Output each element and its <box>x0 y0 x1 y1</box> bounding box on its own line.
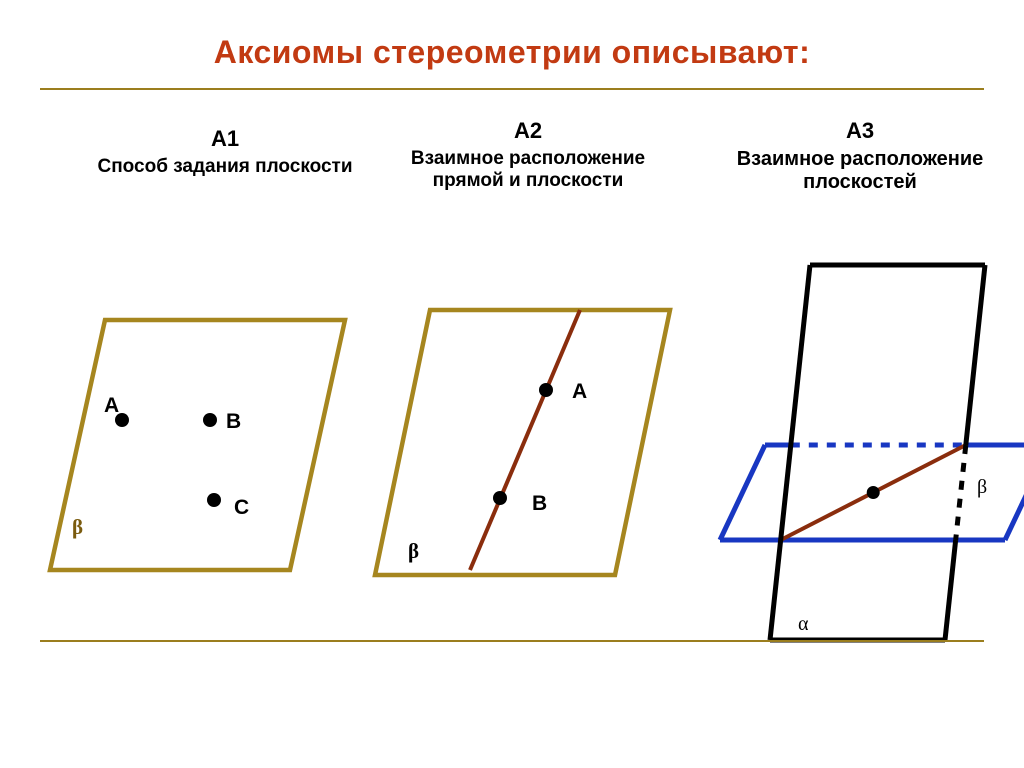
svg-text:B: B <box>226 410 241 433</box>
column-a3: А3 Взаимное расположение плоскостей <box>710 118 1010 194</box>
svg-text:B: B <box>532 492 547 515</box>
column-a1: А1 Способ задания плоскости <box>95 126 355 178</box>
svg-text:C: C <box>234 496 249 519</box>
column-a2: А2 Взаимное расположение прямой и плоско… <box>378 118 678 192</box>
svg-text:β: β <box>408 539 419 563</box>
axiom-desc-2: Взаимное расположение прямой и плоскости <box>378 148 678 192</box>
rule-bottom <box>40 640 984 642</box>
svg-text:α: α <box>798 613 809 635</box>
slide-title: Аксиомы стереометрии описывают: <box>0 34 1024 71</box>
svg-text:A: A <box>572 380 587 403</box>
svg-text:A: A <box>104 394 119 417</box>
axiom-desc-3: Взаимное расположение плоскостей <box>710 148 1010 194</box>
svg-text:β: β <box>72 515 83 539</box>
axiom-number-2: А2 <box>378 118 678 144</box>
axiom-number-1: А1 <box>95 126 355 152</box>
axiom-desc-1: Способ задания плоскости <box>95 156 355 178</box>
svg-text:β: β <box>977 476 987 498</box>
rule-top <box>40 88 984 90</box>
axiom-number-3: А3 <box>710 118 1010 144</box>
diagrams-svg: A B Cβ A Bβ β α <box>0 0 1024 768</box>
